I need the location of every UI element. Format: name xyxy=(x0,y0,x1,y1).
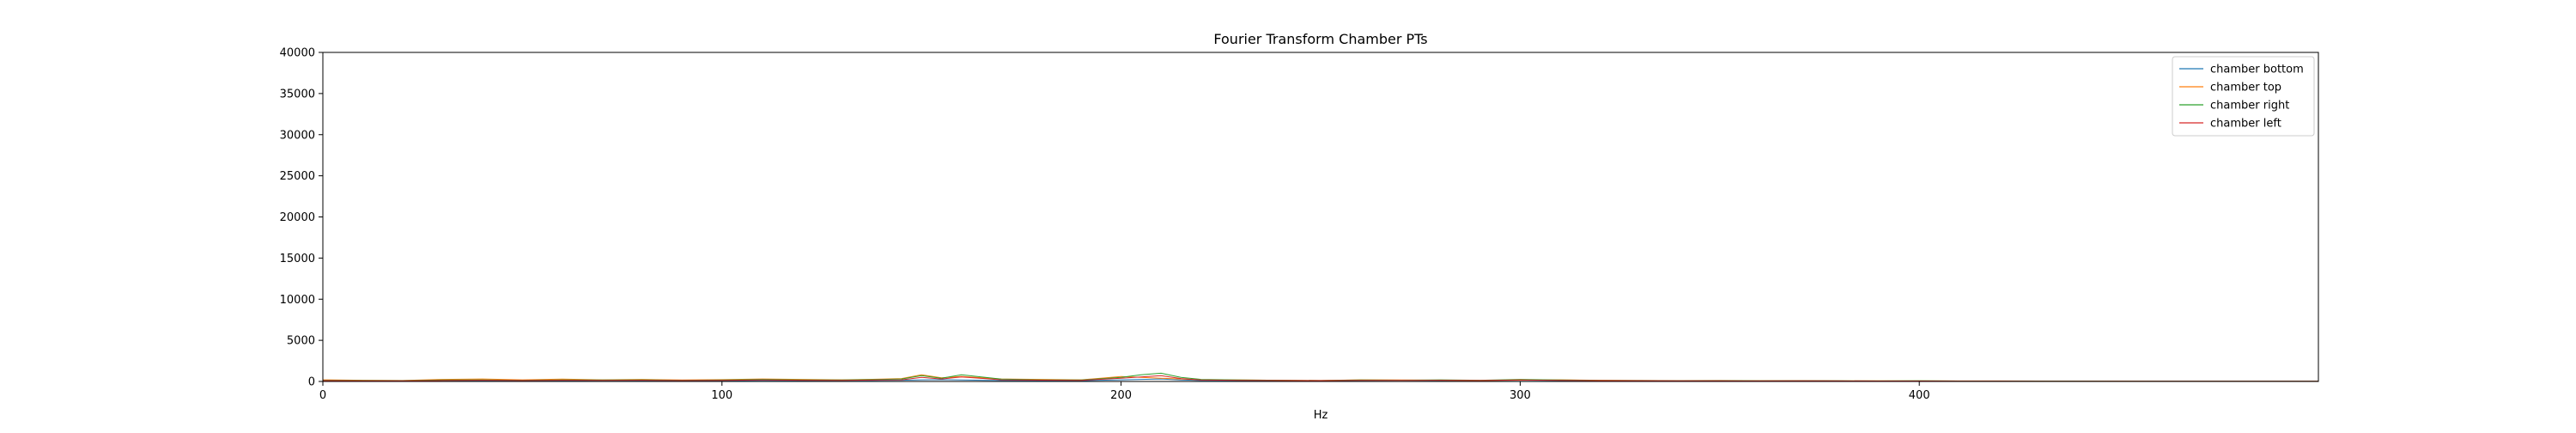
x-tick-label: 0 xyxy=(319,389,326,402)
y-tick-label: 35000 xyxy=(280,88,315,101)
y-tick-label: 25000 xyxy=(280,170,315,183)
legend: chamber bottom chamber top chamber right ch… xyxy=(2172,56,2315,137)
legend-label: chamber bottom xyxy=(2210,64,2304,76)
plot-area xyxy=(322,52,2319,382)
x-tick-label: 400 xyxy=(1909,389,1930,402)
y-tick-label: 0 xyxy=(308,376,315,389)
y-tick-label: 5000 xyxy=(287,335,315,348)
x-tick-label: 100 xyxy=(711,389,732,402)
legend-label: chamber right xyxy=(2210,100,2289,113)
x-axis-label: Hz xyxy=(1314,409,1328,422)
legend-box xyxy=(2172,56,2315,137)
legend-label: chamber top xyxy=(2210,82,2281,95)
y-tick-label: 10000 xyxy=(280,294,315,307)
x-tick-label: 300 xyxy=(1510,389,1531,402)
legend-label: chamber left xyxy=(2210,118,2281,131)
chart-title: Fourier Transform Chamber PTs xyxy=(1213,31,1427,47)
y-tick-label: 15000 xyxy=(280,253,315,265)
y-axis: 0 5000 10000 15000 20000 25000 30000 35000 40000 xyxy=(280,47,323,389)
y-tick-label: 40000 xyxy=(280,47,315,60)
series-line-chamber-left xyxy=(322,375,2318,382)
y-tick-label: 20000 xyxy=(280,211,315,224)
x-tick-label: 200 xyxy=(1110,389,1132,402)
plot-frame xyxy=(322,52,2319,382)
y-tick-label: 30000 xyxy=(280,129,315,142)
x-axis: 0 100 200 300 400 xyxy=(319,381,1930,402)
